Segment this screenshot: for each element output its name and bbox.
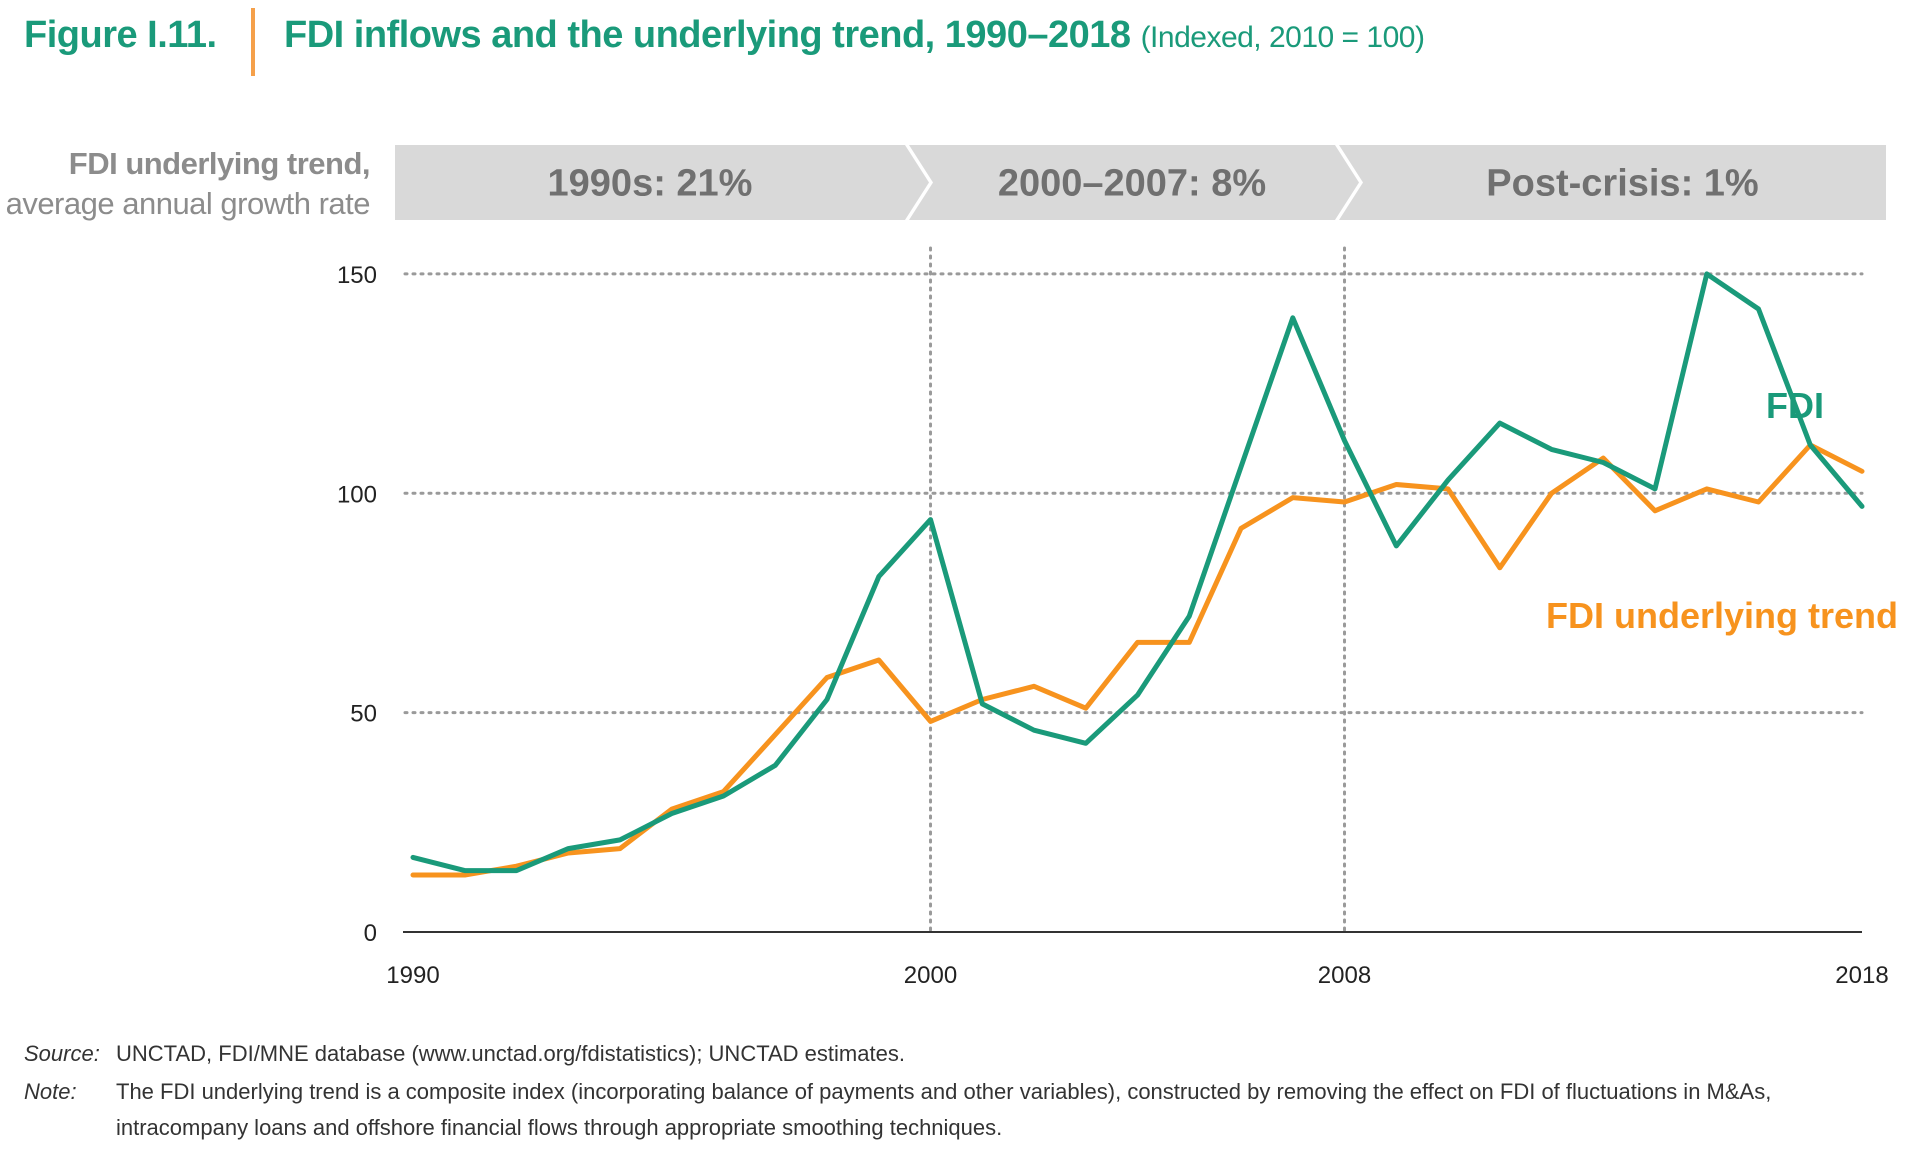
growth-banner: 1990s: 21% 2000–2007: 8% Post-crisis: 1% <box>395 145 1886 220</box>
series-line-fdi <box>410 271 1865 874</box>
growth-banner-segment-2000-2007 <box>909 145 1359 220</box>
growth-banner-period-2000-2007: 2000–2007: 8% <box>998 163 1266 205</box>
y-axis-ticks: 0 50 100 150 <box>337 262 377 947</box>
x-tick-label: 1990 <box>386 962 439 989</box>
growth-banner-segment-1990s <box>395 145 929 220</box>
series-label-fdi-underlying-trend: FDI underlying trend <box>1546 595 1898 636</box>
note-text: The FDI underlying trend is a composite … <box>116 1079 1772 1140</box>
series-line-fdi-underlying-trend <box>410 442 1865 878</box>
growth-banner-label-line1: FDI underlying trend, <box>68 146 371 181</box>
source-key: Source: <box>24 1041 100 1066</box>
figure-header: Figure I.11. FDI inflows and the underly… <box>24 8 1904 78</box>
y-tick-label: 50 <box>350 701 377 728</box>
growth-banner-period-1990s: 1990s: 21% <box>548 163 753 205</box>
note-key: Note: <box>24 1079 77 1104</box>
growth-banner-segment-post-crisis <box>1339 145 1886 220</box>
series-label-fdi: FDI <box>1766 385 1824 426</box>
growth-banner-period-post-crisis: Post-crisis: 1% <box>1486 163 1758 205</box>
growth-banner-label: FDI underlying trend, average annual gro… <box>5 144 371 224</box>
y-tick-label: 150 <box>337 262 377 289</box>
x-tick-label: 2008 <box>1318 962 1371 989</box>
chart-grid <box>403 246 1864 934</box>
x-axis-ticks: 1990 2000 2008 2018 <box>386 962 1888 989</box>
header-separator <box>251 8 255 76</box>
figure-title: FDI inflows and the underlying trend, 19… <box>284 14 1425 57</box>
figure-title-main: FDI inflows and the underlying trend, 19… <box>284 14 1131 56</box>
figure-subtitle: (Indexed, 2010 = 100) <box>1140 21 1425 54</box>
source-text: UNCTAD, FDI/MNE database (www.unctad.org… <box>116 1041 905 1066</box>
figure-label: Figure I.11. <box>24 14 217 56</box>
fdi-line-chart: 1990s: 21% 2000–2007: 8% Post-crisis: 1%… <box>337 145 1898 989</box>
x-tick-label: 2018 <box>1835 962 1888 989</box>
growth-banner-label-line2: average annual growth rate <box>5 186 371 221</box>
y-tick-label: 0 <box>364 920 377 947</box>
y-tick-label: 100 <box>337 481 377 508</box>
x-tick-label: 2000 <box>904 962 957 989</box>
